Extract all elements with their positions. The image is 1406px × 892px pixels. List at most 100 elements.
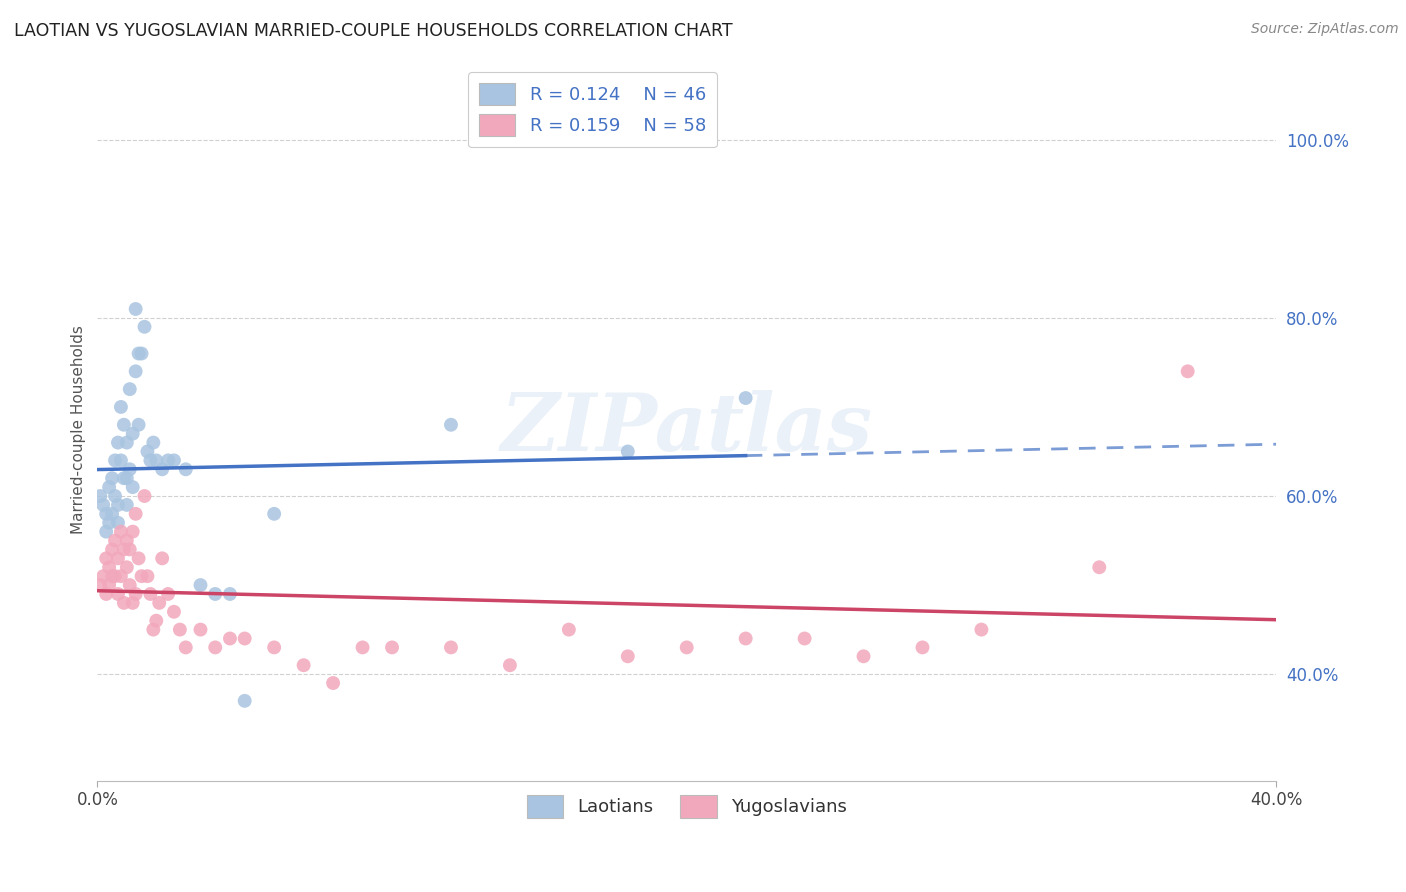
Point — [91, 498, 114, 512]
Point — [499, 658, 522, 673]
Point — [107, 551, 129, 566]
Y-axis label: Married-couple Households: Married-couple Households — [72, 325, 86, 533]
Point — [112, 417, 135, 432]
Point — [98, 480, 121, 494]
Point — [142, 623, 165, 637]
Point — [104, 453, 127, 467]
Point — [675, 640, 697, 655]
Point — [112, 596, 135, 610]
Point — [322, 676, 344, 690]
Point — [440, 417, 463, 432]
Point — [734, 632, 756, 646]
Point — [104, 569, 127, 583]
Point — [139, 453, 162, 467]
Point — [98, 516, 121, 530]
Point — [219, 632, 242, 646]
Point — [150, 462, 173, 476]
Point — [352, 640, 374, 655]
Point — [793, 632, 815, 646]
Point — [112, 471, 135, 485]
Point — [89, 578, 111, 592]
Point — [233, 694, 256, 708]
Point — [89, 489, 111, 503]
Point — [617, 444, 640, 458]
Point — [136, 569, 159, 583]
Point — [118, 578, 141, 592]
Point — [107, 587, 129, 601]
Point — [112, 542, 135, 557]
Point — [263, 640, 285, 655]
Point — [115, 560, 138, 574]
Point — [190, 578, 212, 592]
Point — [145, 614, 167, 628]
Point — [440, 640, 463, 655]
Point — [142, 435, 165, 450]
Point — [204, 587, 226, 601]
Point — [115, 471, 138, 485]
Point — [110, 400, 132, 414]
Point — [96, 587, 118, 601]
Point — [150, 551, 173, 566]
Point — [1088, 560, 1111, 574]
Point — [134, 489, 156, 503]
Point — [128, 346, 150, 360]
Point — [734, 391, 756, 405]
Point — [101, 569, 124, 583]
Point — [219, 587, 242, 601]
Text: LAOTIAN VS YUGOSLAVIAN MARRIED-COUPLE HOUSEHOLDS CORRELATION CHART: LAOTIAN VS YUGOSLAVIAN MARRIED-COUPLE HO… — [14, 22, 733, 40]
Point — [204, 640, 226, 655]
Point — [104, 533, 127, 548]
Point — [98, 560, 121, 574]
Point — [157, 587, 180, 601]
Point — [163, 605, 186, 619]
Point — [136, 444, 159, 458]
Point — [124, 301, 146, 316]
Point — [115, 498, 138, 512]
Point — [96, 524, 118, 539]
Point — [174, 640, 197, 655]
Point — [148, 596, 170, 610]
Point — [174, 462, 197, 476]
Point — [128, 417, 150, 432]
Point — [107, 435, 129, 450]
Point — [110, 453, 132, 467]
Point — [233, 632, 256, 646]
Point — [118, 462, 141, 476]
Point — [145, 453, 167, 467]
Point — [970, 623, 993, 637]
Point — [118, 382, 141, 396]
Point — [852, 649, 875, 664]
Point — [169, 623, 191, 637]
Point — [101, 471, 124, 485]
Point — [96, 507, 118, 521]
Point — [124, 364, 146, 378]
Point — [1177, 364, 1199, 378]
Point — [101, 507, 124, 521]
Point — [115, 533, 138, 548]
Point — [157, 453, 180, 467]
Text: Source: ZipAtlas.com: Source: ZipAtlas.com — [1251, 22, 1399, 37]
Text: ZIPatlas: ZIPatlas — [501, 391, 873, 468]
Point — [101, 542, 124, 557]
Point — [163, 453, 186, 467]
Point — [121, 524, 143, 539]
Point — [121, 596, 143, 610]
Point — [263, 507, 285, 521]
Point — [96, 551, 118, 566]
Point — [121, 426, 143, 441]
Point — [131, 569, 153, 583]
Point — [558, 623, 581, 637]
Point — [110, 569, 132, 583]
Point — [107, 498, 129, 512]
Point — [124, 507, 146, 521]
Point — [134, 319, 156, 334]
Point — [110, 524, 132, 539]
Point — [128, 551, 150, 566]
Point — [124, 587, 146, 601]
Point — [115, 435, 138, 450]
Point — [118, 542, 141, 557]
Point — [381, 640, 404, 655]
Point — [104, 489, 127, 503]
Point — [190, 623, 212, 637]
Point — [139, 587, 162, 601]
